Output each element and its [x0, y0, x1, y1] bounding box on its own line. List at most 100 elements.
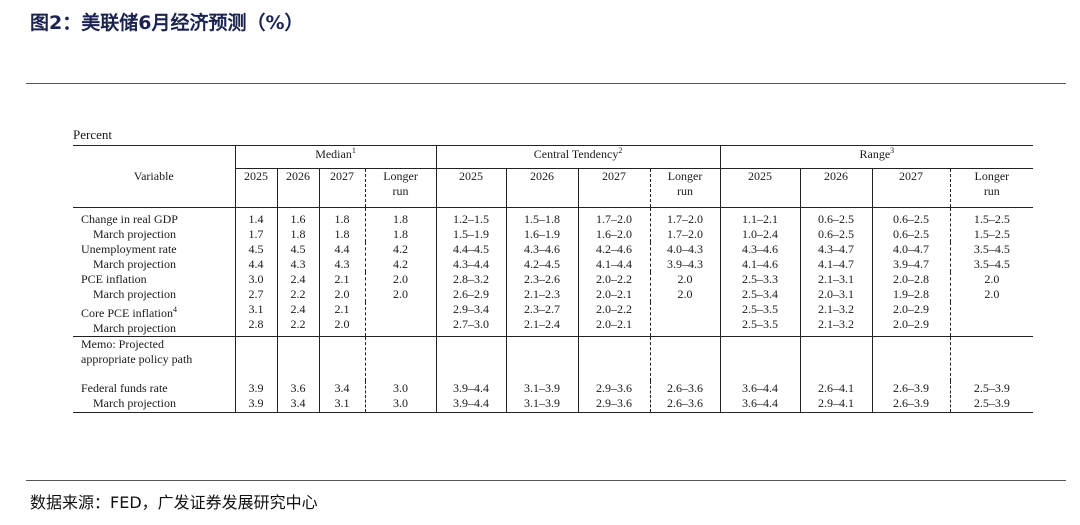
empty-cell	[505, 336, 579, 381]
range-year-header: 2027	[871, 168, 951, 208]
memo-label: Memo: Projected appropriate policy path	[73, 336, 235, 381]
value-cell: 1.4 1.7	[234, 207, 277, 242]
value-cell: 4.3–4.6 4.2–4.5	[505, 242, 579, 272]
value-cell: 3.1–3.9 3.1–3.9	[505, 381, 579, 413]
value-cell: 2.9–3.4 2.7–3.0	[435, 302, 507, 337]
median-year-header: 2027	[318, 168, 365, 208]
value-cell: 2.1–3.2 2.1–3.2	[799, 302, 873, 337]
value-cell: 1.7–2.0 1.6–2.0	[577, 207, 651, 242]
data-source: 数据来源：FED，广发证券发展研究中心	[30, 493, 318, 512]
value-cell: 3.6–4.4 3.6–4.4	[719, 381, 801, 413]
value-cell: 1.8 1.8	[318, 207, 365, 242]
table-row: Federal funds rate March projection 3.9 3.9…	[73, 381, 1034, 413]
value-cell: 4.3–4.6 4.1–4.6	[719, 242, 801, 272]
value-cell: 2.1 2.0	[318, 302, 365, 337]
value-cell: 2.3–2.7 2.1–2.4	[505, 302, 579, 337]
table-row: Core PCE inflation4 March projection 3.1 2.…	[73, 302, 1034, 337]
value-cell: 3.5–4.5 3.5–4.5	[949, 242, 1034, 272]
value-cell: 3.0 3.0	[364, 381, 437, 413]
value-cell: 3.0 2.7	[234, 272, 277, 302]
value-cell: 1.6 1.8	[276, 207, 319, 242]
central-year-header: 2025	[435, 168, 507, 208]
year-header-row: 2025 2026 2027 Longer run 2025 2026 2027 Longer r…	[73, 168, 1034, 208]
value-cell: 0.6–2.5 0.6–2.5	[799, 207, 873, 242]
table-row: Unemployment rate March projection 4.5 4.4 4…	[73, 242, 1034, 272]
value-cell: 0.6–2.5 0.6–2.5	[871, 207, 951, 242]
value-cell: 2.4 2.2	[276, 302, 319, 337]
range-year-header: 2026	[799, 168, 873, 208]
value-cell: 1.7–2.0 1.7–2.0	[649, 207, 721, 242]
value-cell: 3.9 3.9	[234, 381, 277, 413]
value-cell: 2.5–3.5 2.5–3.5	[719, 302, 801, 337]
row-label: PCE inflation March projection	[81, 272, 176, 301]
range-longer-run-header: Longer run	[949, 168, 1034, 208]
value-cell	[949, 302, 1034, 337]
value-cell: 4.0–4.3 3.9–4.3	[649, 242, 721, 272]
value-cell: 4.3–4.7 4.1–4.7	[799, 242, 873, 272]
value-cell	[364, 302, 437, 337]
table-row: PCE inflation March projection 3.0 2.7 2.4 2.…	[73, 272, 1034, 302]
empty-cell	[318, 336, 365, 381]
value-cell: 2.0–2.9 2.0–2.9	[871, 302, 951, 337]
value-cell: 4.5 4.4	[234, 242, 277, 272]
median-year-header: 2026	[276, 168, 319, 208]
value-cell: 2.4 2.2	[276, 272, 319, 302]
value-cell: 3.1 2.8	[234, 302, 277, 337]
value-cell: 1.5–1.8 1.6–1.9	[505, 207, 579, 242]
central-longer-run-header: Longer run	[649, 168, 721, 208]
variable-header: Variable	[73, 145, 235, 208]
range-year-header: 2025	[719, 168, 801, 208]
value-cell: 3.4 3.1	[318, 381, 365, 413]
value-cell: 4.4 4.3	[318, 242, 365, 272]
value-cell: 2.1 2.0	[318, 272, 365, 302]
central-tendency-header: Central Tendency2	[435, 145, 721, 169]
value-cell: 2.3–2.6 2.1–2.3	[505, 272, 579, 302]
value-cell: 1.5–2.5 1.5–2.5	[949, 207, 1034, 242]
empty-cell	[871, 336, 951, 381]
value-cell: 2.5–3.9 2.5–3.9	[949, 381, 1034, 413]
empty-cell	[364, 336, 437, 381]
value-cell: 2.0 2.0	[949, 272, 1034, 302]
row-label: Federal funds rate March projection	[73, 381, 235, 413]
central-year-header: 2026	[505, 168, 579, 208]
value-cell	[649, 302, 721, 337]
median-header: Median1	[234, 145, 437, 169]
empty-cell	[577, 336, 651, 381]
empty-cell	[719, 336, 801, 381]
table-unit: Percent	[73, 127, 112, 142]
row-label: Change in real GDP March projection	[81, 212, 178, 241]
empty-cell	[949, 336, 1034, 381]
value-cell: 2.6–3.6 2.6–3.6	[649, 381, 721, 413]
range-header: Range3	[719, 145, 1034, 169]
figure-title: 图2：美联储6月经济预测（%）	[30, 12, 304, 34]
memo-row: Memo: Projected appropriate policy path	[73, 336, 1034, 381]
value-cell: 2.0 2.0	[364, 272, 437, 302]
value-cell: 2.6–4.1 2.9–4.1	[799, 381, 873, 413]
value-cell: 2.0–2.2 2.0–2.1	[577, 272, 651, 302]
central-year-header: 2027	[577, 168, 651, 208]
row-label: Core PCE inflation4 March projection	[81, 305, 177, 335]
empty-cell	[435, 336, 507, 381]
empty-cell	[234, 336, 277, 381]
row-label: Unemployment rate March projection	[81, 242, 177, 271]
empty-cell	[276, 336, 319, 381]
value-cell: 4.0–4.7 3.9–4.7	[871, 242, 951, 272]
projections-table: Variable Median1 Central Tendency2 Range…	[73, 145, 1034, 413]
value-cell: 1.2–1.5 1.5–1.9	[435, 207, 507, 242]
value-cell: 2.0–2.8 1.9–2.8	[871, 272, 951, 302]
value-cell: 4.4–4.5 4.3–4.4	[435, 242, 507, 272]
value-cell: 3.9–4.4 3.9–4.4	[435, 381, 507, 413]
value-cell: 2.5–3.3 2.5–3.4	[719, 272, 801, 302]
value-cell: 2.9–3.6 2.9–3.6	[577, 381, 651, 413]
bottom-rule	[26, 480, 1066, 481]
value-cell: 2.1–3.1 2.0–3.1	[799, 272, 873, 302]
empty-cell	[649, 336, 721, 381]
value-cell: 3.6 3.4	[276, 381, 319, 413]
value-cell: 1.1–2.1 1.0–2.4	[719, 207, 801, 242]
value-cell: 4.2–4.6 4.1–4.4	[577, 242, 651, 272]
value-cell: 2.8–3.2 2.6–2.9	[435, 272, 507, 302]
value-cell: 4.5 4.3	[276, 242, 319, 272]
median-longer-run-header: Longer run	[364, 168, 437, 208]
top-rule	[26, 83, 1066, 84]
value-cell: 2.6–3.9 2.6–3.9	[871, 381, 951, 413]
